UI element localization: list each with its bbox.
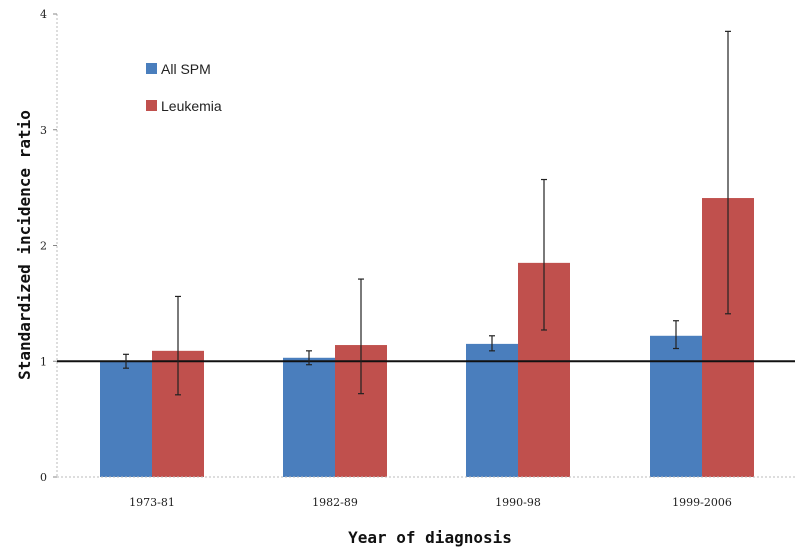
bar-all-spm-1973-81 xyxy=(100,361,152,477)
x-tick-label-1990-98: 1990-98 xyxy=(495,496,541,509)
x-axis-title: Year of diagnosis xyxy=(348,528,512,547)
legend-swatch-all-spm xyxy=(146,63,157,74)
axes-layer xyxy=(56,14,795,478)
y-tick-label-1: 1 xyxy=(40,355,47,368)
legend: All SPM Leukemia xyxy=(146,61,222,114)
errors-layer xyxy=(123,30,731,396)
x-tick-label-1999-2006: 1999-2006 xyxy=(672,496,732,509)
legend-swatch-leukemia xyxy=(146,100,157,111)
y-axis-title: Standardized incidence ratio xyxy=(15,110,34,380)
legend-label-all-spm: All SPM xyxy=(161,61,211,77)
y-tick-label-2: 2 xyxy=(40,240,47,253)
x-tick-label-1982-89: 1982-89 xyxy=(312,496,358,509)
y-tick-label-3: 3 xyxy=(40,124,47,137)
bar-all-spm-1999-2006 xyxy=(650,335,702,477)
ticks-layer: 1973-81 1982-89 1990-98 1999-2006 0 1 2 3 4 xyxy=(40,8,732,509)
x-tick-label-1973-81: 1973-81 xyxy=(129,496,175,509)
legend-label-leukemia: Leukemia xyxy=(161,98,222,114)
y-tick-label-0: 0 xyxy=(40,471,47,484)
y-tick-label-4: 4 xyxy=(40,8,47,21)
bar-all-spm-1982-89 xyxy=(283,357,335,477)
bar-all-spm-1990-98 xyxy=(466,343,518,477)
bars-layer xyxy=(100,198,754,478)
